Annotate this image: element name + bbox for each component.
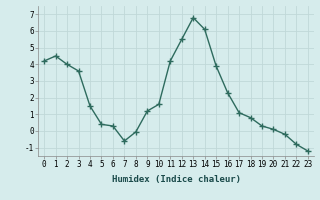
X-axis label: Humidex (Indice chaleur): Humidex (Indice chaleur): [111, 175, 241, 184]
